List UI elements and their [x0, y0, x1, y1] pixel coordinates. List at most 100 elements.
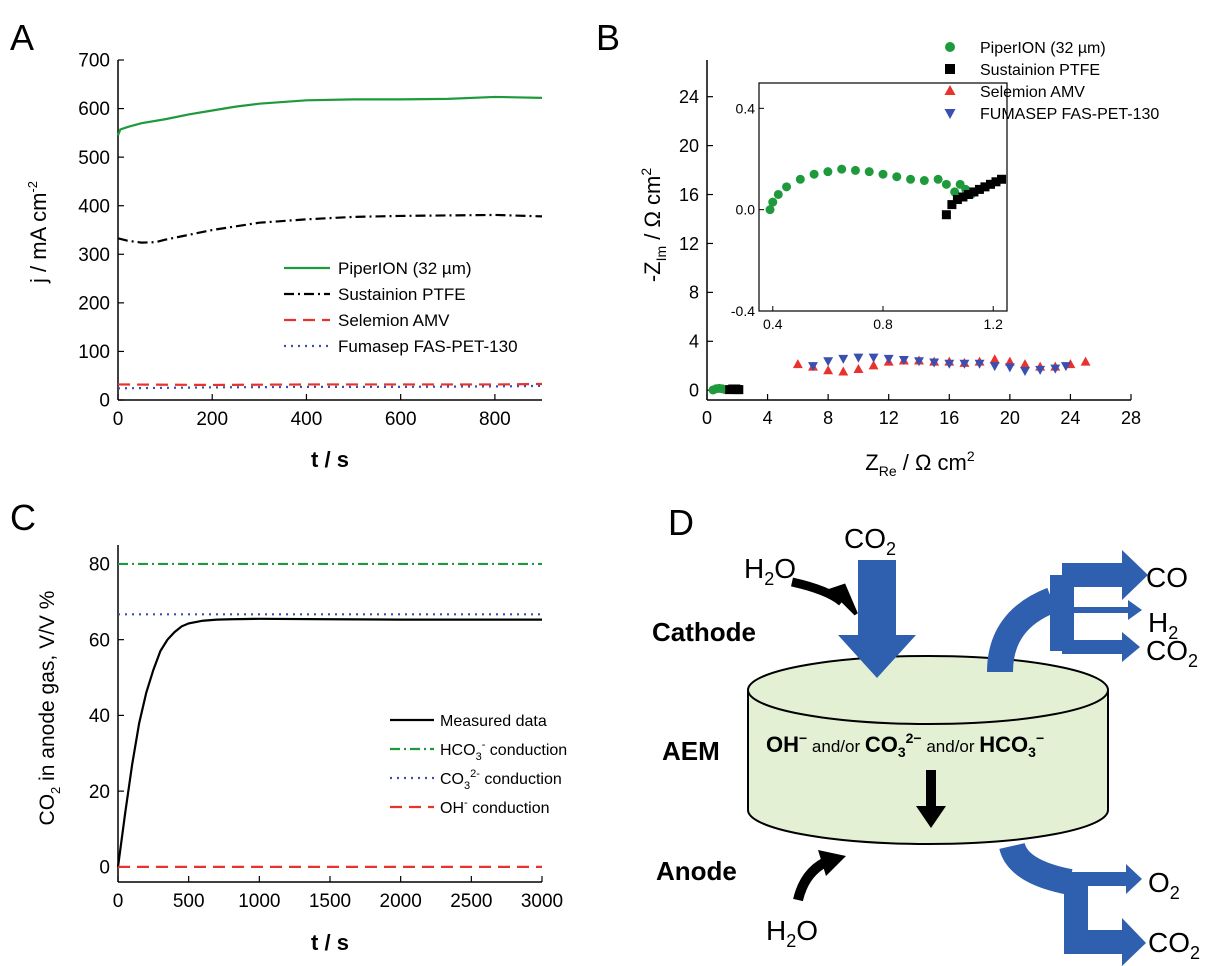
chart-a-y-tick-label: 600 [78, 99, 110, 120]
chart-c-legend-label: HCO3- conduction [440, 739, 567, 763]
chart-c-x-tick-label: 0 [113, 891, 124, 912]
chart-a-legend-label: Sustainion PTFE [338, 285, 466, 304]
chart-b-inset-x-tick-label: 1.2 [983, 316, 1003, 332]
chart-a-x-tick-label: 800 [479, 409, 511, 430]
chart-b-point [989, 354, 1000, 364]
chart-a-series-line [117, 213, 543, 244]
out-h2-label: H2 [1148, 607, 1178, 643]
chart-b-y-tick-label: 12 [679, 234, 699, 254]
chart-b-inset-point [963, 189, 973, 199]
chart-c-x-tick-label: 2000 [380, 891, 422, 912]
out-co2-b-label: CO2 [1148, 927, 1200, 963]
chart-c: 0 500 1000 1500 2000 2500 3000 0 20 40 60 80 Measure… [89, 545, 567, 912]
chart-a-x-tick-label: 600 [385, 409, 417, 430]
chart-a-y-tick-label: 300 [78, 245, 110, 266]
chart-b-ylabel: -ZIm / Ω cm2 [638, 168, 669, 283]
out-o2-arrow [1064, 864, 1142, 894]
chart-a-x-tick-label: 0 [113, 409, 124, 430]
chart-b-inset-point [974, 184, 984, 194]
cathode-outlet-trunk [987, 587, 1058, 673]
chart-b-inset-point [941, 210, 951, 220]
chart-a-y-tick-label: 500 [78, 148, 110, 169]
chart-b-point [898, 356, 909, 366]
chart-b-point [1035, 365, 1046, 375]
chart-b-x-tick-label: 4 [763, 408, 773, 428]
chart-b-legend-label: FUMASEP FAS-PET-130 [980, 106, 1159, 123]
chart-a-legend-label: Selemion AMV [338, 311, 450, 330]
chart-a-y-tick-label: 0 [99, 391, 110, 412]
chart-b-inset-y-tick-label: 0.0 [736, 202, 756, 218]
chart-b-inset-point [985, 179, 995, 189]
chart-b-point [1060, 362, 1071, 372]
chart-a-x-tick-label: 200 [196, 409, 228, 430]
chart-b-point [974, 359, 985, 369]
chart-b-point [944, 359, 955, 369]
chart-c-legend-label: CO32- conduction [440, 768, 562, 792]
ion-species-label: OH− and/or CO32− and/or HCO3− [766, 730, 1044, 760]
chart-b-y-tick-label: 0 [689, 381, 699, 401]
chart-b-point [914, 357, 924, 367]
h2o-in-arrowhead-top [828, 583, 858, 616]
chart-b-point [883, 354, 894, 364]
anode-label: Anode [656, 856, 737, 886]
chart-b-point [1080, 356, 1091, 366]
chart-c-y-tick-label: 80 [89, 555, 110, 576]
chart-c-x-tick-label: 3000 [521, 891, 563, 912]
out-h2-arrow [1072, 600, 1142, 620]
chart-b-y-tick-label: 24 [679, 87, 699, 107]
anode-outlet-trunk [999, 841, 1073, 895]
co2-top-label: CO2 [844, 523, 896, 559]
chart-b-legend-marker [945, 42, 955, 52]
chart-b-y-tick-label: 16 [679, 185, 699, 205]
chart-b-inset-point [941, 179, 951, 189]
chart-c-y-tick-label: 20 [89, 782, 110, 803]
chart-b-legend-marker [944, 85, 956, 95]
chart-b-x-tick-label: 28 [1121, 408, 1141, 428]
chart-b-inset-point [773, 189, 783, 199]
chart-b-point [989, 362, 1000, 372]
chart-c-x-tick-label: 2500 [450, 891, 492, 912]
panel-c-letter: C [10, 497, 36, 538]
chart-b-legend-label: PiperION (32 µm) [980, 40, 1106, 57]
chart-b-inset-point [950, 187, 960, 197]
panel-d-letter: D [668, 502, 694, 543]
chart-b-xlabel: ZRe / Ω cm2 [865, 448, 975, 479]
out-o2-label: O2 [1148, 867, 1180, 903]
chart-b-inset-point [837, 164, 847, 174]
chart-b-inset-point [980, 182, 990, 192]
chart-b-legend-marker [945, 64, 955, 74]
chart-b-inset-point [952, 195, 962, 205]
chart-b-point [823, 365, 834, 375]
chart-b-inset-point [969, 187, 979, 197]
chart-b-inset-point [933, 174, 943, 184]
panel-d: D Cathode AEM Anode H2O CO2 CO H2 [652, 502, 1200, 966]
chart-a: 0 200 400 600 800 0 100 200 300 400 500 600 700 Piper… [78, 51, 543, 430]
cathode-label: Cathode [652, 617, 756, 647]
chart-b-point [853, 364, 864, 374]
h2o-in-arrowhead-bottom [818, 850, 846, 876]
chart-c-series-line [116, 617, 542, 867]
chart-b-point [1004, 363, 1015, 373]
chart-b-inset-point [991, 177, 1001, 187]
chart-b-point [1050, 364, 1061, 374]
cathode-outlet-branch [1050, 575, 1074, 651]
aem-label: AEM [662, 736, 720, 766]
panel-b-letter: B [596, 17, 620, 58]
chart-b-y-tick-label: 4 [689, 332, 699, 352]
chart-a-y-tick-label: 200 [78, 294, 110, 315]
chart-b-inset-point [996, 174, 1006, 184]
chart-b-point [808, 362, 818, 372]
chart-a-ylabel: j / mA cm-2 [25, 181, 51, 284]
chart-b-legend-label: Selemion AMV [980, 84, 1085, 101]
aem-cylinder-body [747, 690, 1109, 845]
chart-c-y-tick-label: 40 [89, 706, 110, 727]
chart-b-inset-y-tick-label: -0.4 [731, 303, 755, 319]
chart-b-inset-point [823, 167, 833, 177]
chart-b-inset-point [795, 174, 805, 184]
chart-a-series-line [117, 384, 543, 390]
chart-b-point [929, 358, 940, 368]
chart-b-inset-point [947, 200, 957, 210]
chart-b-inset-point [919, 176, 929, 186]
chart-b-point [868, 360, 879, 370]
